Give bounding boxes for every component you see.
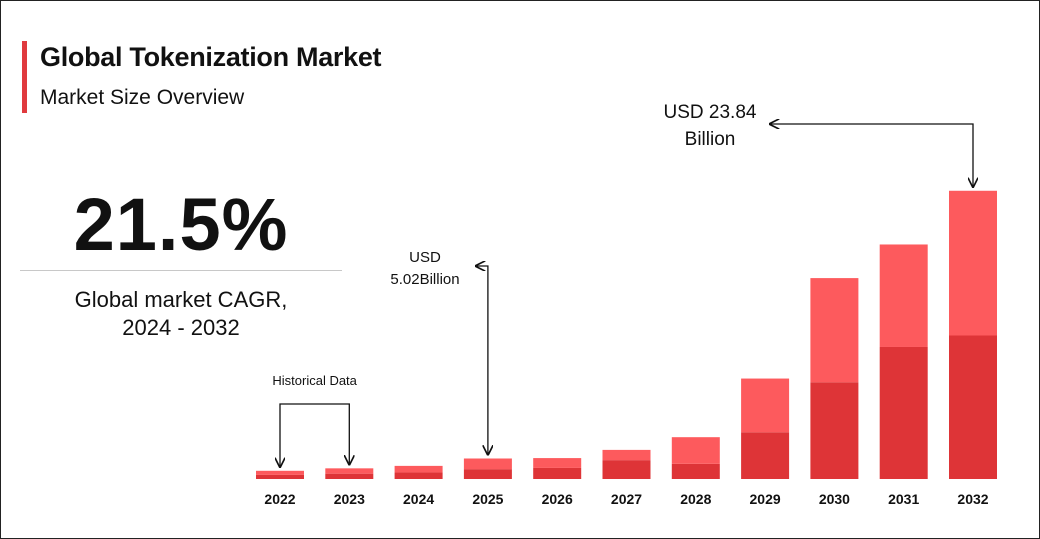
bar-upper-2026 — [533, 458, 582, 468]
bar-upper-2025 — [463, 458, 512, 470]
x-tick-2029: 2029 — [750, 491, 781, 507]
bar-lower-2031 — [879, 346, 928, 479]
x-tick-labels: 2022 2023 2024 2025 2026 2027 2028 2029 2030 2031… — [264, 491, 988, 507]
bar-upper-2028 — [671, 437, 720, 464]
annotation-2032-line2: Billion — [685, 129, 736, 150]
bar-lower-2024 — [394, 472, 443, 479]
cagr-value: 21.5% — [73, 183, 289, 266]
bar-lower-2026 — [533, 467, 582, 479]
annotation-historical-label: Historical Data — [272, 373, 357, 388]
bar-upper-2031 — [879, 244, 928, 347]
annotation-2032-line1: USD 23.84 — [664, 102, 757, 123]
bar-lower-2032 — [949, 335, 997, 479]
bars-group — [256, 190, 997, 479]
bar-upper-2024 — [394, 465, 443, 473]
annotation-2032-arrow — [770, 124, 973, 187]
x-tick-2022: 2022 — [264, 491, 295, 507]
kpi-divider — [20, 270, 342, 271]
x-tick-2032: 2032 — [957, 491, 988, 507]
bar-upper-2029 — [741, 378, 790, 433]
annotation-historical-bracket — [280, 403, 349, 467]
x-tick-2027: 2027 — [611, 491, 642, 507]
chart-title: Global Tokenization Market — [40, 42, 382, 72]
x-tick-2030: 2030 — [819, 491, 850, 507]
bar-lower-2025 — [463, 469, 512, 479]
bar-lower-2023 — [325, 473, 374, 479]
x-tick-2025: 2025 — [472, 491, 503, 507]
bar-upper-2027 — [602, 449, 651, 461]
bar-upper-2023 — [325, 468, 374, 474]
bar-lower-2028 — [671, 463, 720, 479]
title-accent-bar — [22, 41, 27, 113]
annotation-2025-line2: 5.02Billion — [390, 271, 459, 288]
annotation-2025-arrow — [476, 266, 488, 455]
bar-lower-2029 — [741, 432, 790, 479]
annotations-group: Historical Data USD 5.02Billion USD 23.84 Bi… — [272, 102, 973, 467]
x-tick-2024: 2024 — [403, 491, 434, 507]
bar-lower-2030 — [810, 382, 859, 479]
cagr-label: Global market CAGR, 2024 - 2032 — [20, 286, 342, 342]
cagr-label-line1: Global market CAGR, — [74, 287, 288, 312]
annotation-2025-line1: USD — [409, 249, 441, 266]
x-tick-2026: 2026 — [542, 491, 573, 507]
x-tick-2031: 2031 — [888, 491, 919, 507]
x-tick-2028: 2028 — [680, 491, 711, 507]
bar-upper-2022 — [256, 470, 304, 475]
bar-upper-2030 — [810, 278, 859, 383]
x-tick-2023: 2023 — [334, 491, 365, 507]
bar-lower-2022 — [256, 474, 304, 479]
chart-subtitle: Market Size Overview — [40, 86, 245, 109]
bar-lower-2027 — [602, 460, 651, 479]
cagr-label-line2: 2024 - 2032 — [122, 315, 240, 340]
bar-upper-2032 — [949, 190, 997, 336]
